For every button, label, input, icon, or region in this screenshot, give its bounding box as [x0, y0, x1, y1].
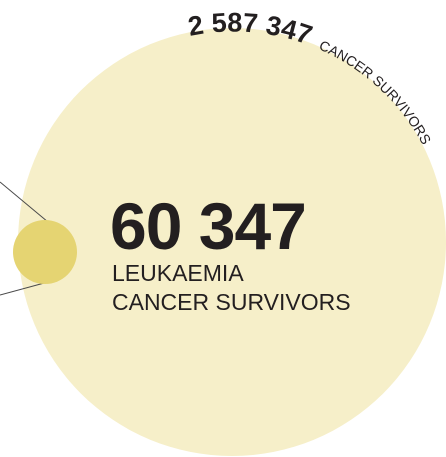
- connector-line-lower: [0, 281, 49, 296]
- leukaemia-label-line2: CANCER SURVIVORS: [112, 289, 351, 315]
- leukaemia-survivors-bubble: [13, 220, 77, 284]
- total-survivors-bubble: [18, 28, 446, 456]
- leukaemia-survivors-value: 60 347: [110, 189, 306, 263]
- connector-line-upper: [0, 181, 49, 223]
- leukaemia-label-line1: LEUKAEMIA: [112, 260, 244, 286]
